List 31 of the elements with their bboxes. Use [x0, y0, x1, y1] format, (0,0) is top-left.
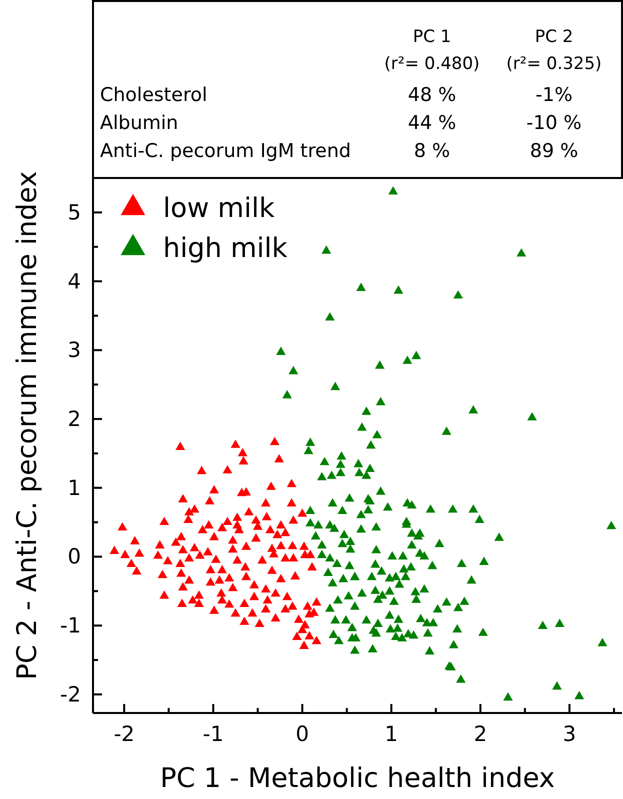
text: PC 1: [412, 27, 452, 47]
text: Albumin: [100, 112, 178, 134]
text: (r²= 0.325): [506, 54, 602, 74]
y-tick-label: -1: [60, 614, 81, 638]
text: -1%: [536, 84, 572, 106]
x-tick-label: -1: [202, 722, 224, 746]
legend-label: high milk: [163, 233, 288, 264]
text: 8 %: [414, 140, 450, 162]
text: -10 %: [526, 112, 582, 134]
x-tick-label: -2: [114, 722, 135, 746]
x-tick-label: 1: [384, 722, 398, 746]
text: 48 %: [408, 84, 456, 106]
text: (r²= 0.480): [384, 54, 480, 74]
y-tick-label: 1: [68, 476, 81, 500]
text: PC 2: [534, 27, 574, 47]
x-axis-title: PC 1 - Metabolic health index: [160, 763, 555, 794]
y-tick-label: 5: [68, 200, 81, 224]
y-tick-label: 4: [68, 269, 81, 294]
y-axis-title: PC 2 - Anti-C. pecorum immune index: [12, 171, 43, 680]
y-tick-label: -2: [60, 682, 81, 706]
text: 89 %: [530, 140, 578, 162]
x-tick-label: 3: [562, 722, 576, 746]
y-tick-label: 3: [68, 338, 81, 362]
text: Cholesterol: [100, 84, 208, 106]
x-tick-label: 2: [474, 722, 488, 746]
x-tick-label: 0: [296, 722, 309, 746]
y-tick-label: 0: [68, 544, 81, 569]
text: 44 %: [408, 112, 456, 134]
y-tick-label: 2: [68, 406, 81, 431]
text: Anti-C. pecorum IgM trend: [100, 140, 351, 162]
legend-label: low milk: [163, 193, 275, 224]
